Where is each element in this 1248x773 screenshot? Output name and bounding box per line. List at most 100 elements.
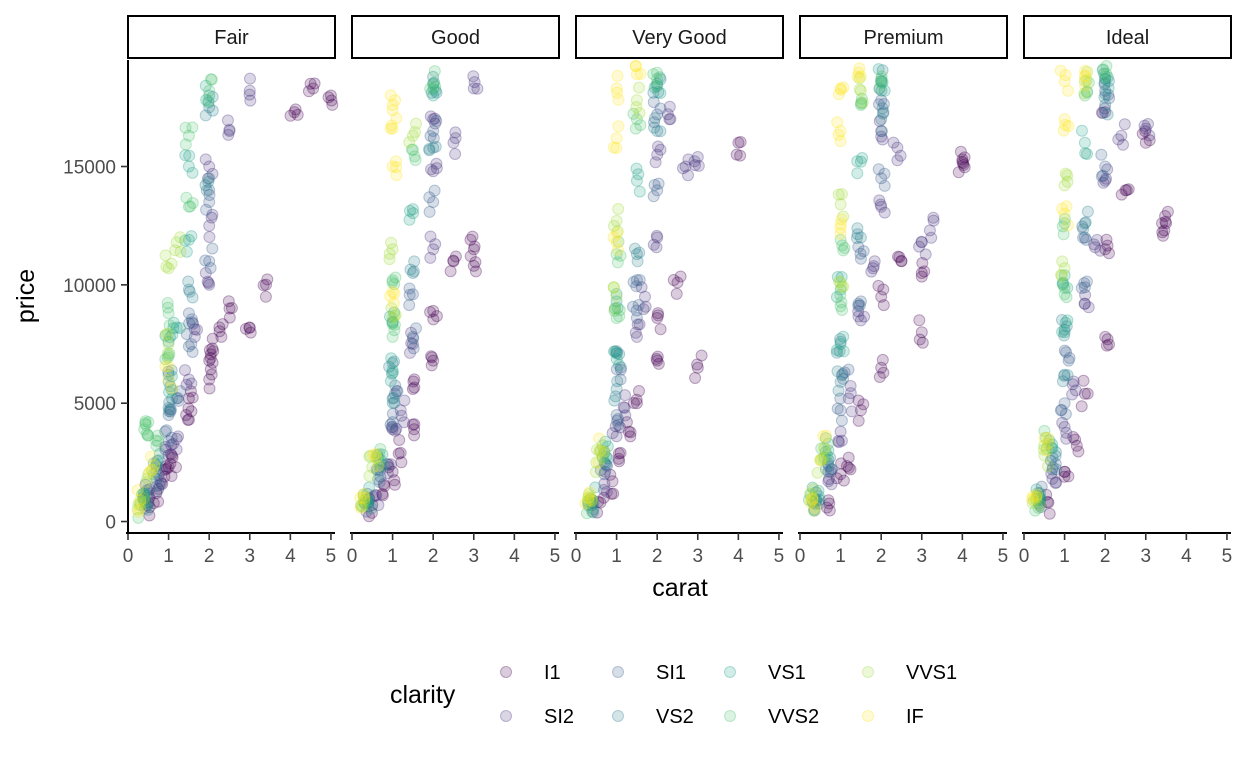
data-point-density <box>587 506 600 519</box>
data-point <box>810 494 823 507</box>
data-point-density <box>385 119 398 132</box>
data-point-density <box>164 457 177 470</box>
data-point-density <box>385 352 398 365</box>
data-point-density <box>398 394 411 407</box>
facet-strip-box <box>351 15 560 59</box>
legend-item-vvs1: VVS1 <box>862 662 957 684</box>
data-point-density <box>915 270 928 283</box>
data-point-density <box>202 96 215 109</box>
data-point-density <box>1081 86 1094 99</box>
data-point-density <box>376 489 389 502</box>
data-point-density <box>807 483 820 496</box>
data-point-density <box>404 263 417 276</box>
data-point-density <box>388 474 401 487</box>
legend-item-vs1: VS1 <box>724 662 806 684</box>
x-axis-title: carat <box>652 574 708 602</box>
data-point <box>203 278 216 291</box>
data-point-density <box>599 435 612 448</box>
data-point <box>203 196 216 208</box>
data-point-density <box>357 488 370 501</box>
data-point-density <box>1067 375 1080 388</box>
facet-strip-fair: Fair <box>127 15 336 59</box>
data-point-density <box>601 452 614 465</box>
data-point-density <box>834 227 847 240</box>
data-point-density <box>1102 82 1115 94</box>
data-point-density <box>386 315 399 328</box>
data-point-density <box>166 392 179 405</box>
data-point-density <box>243 88 256 101</box>
facet-strip-box <box>1023 15 1232 59</box>
data-point-density <box>954 145 967 158</box>
data-point <box>150 458 163 471</box>
data-point-density <box>203 184 216 196</box>
data-point-density <box>1050 463 1063 476</box>
data-point-density <box>322 91 335 104</box>
data-point <box>582 494 595 507</box>
data-point <box>386 122 399 135</box>
data-point-density <box>1095 170 1108 183</box>
data-point-density <box>407 207 420 220</box>
data-point-density <box>387 297 400 310</box>
data-point <box>427 165 440 178</box>
data-point-density <box>202 94 215 107</box>
data-point <box>610 430 623 443</box>
data-point <box>594 496 607 509</box>
data-point-density <box>832 436 845 449</box>
data-point-density <box>824 451 837 464</box>
data-point-density <box>355 499 368 512</box>
data-point-density <box>150 434 162 447</box>
data-point-density <box>1059 316 1072 329</box>
data-point-density <box>370 463 383 476</box>
data-point <box>842 451 855 464</box>
data-point <box>1078 387 1091 400</box>
data-point-density <box>186 391 199 404</box>
data-point-density <box>167 316 180 329</box>
data-point-density <box>363 510 375 523</box>
data-point <box>162 373 175 386</box>
data-point-density <box>165 382 178 395</box>
data-point-density <box>139 502 151 515</box>
data-point-density <box>152 482 165 495</box>
data-point-density <box>139 478 152 491</box>
facet-strip-box <box>127 15 336 59</box>
data-point-density <box>820 501 833 514</box>
data-point-density <box>873 82 886 95</box>
data-point <box>598 446 611 459</box>
x-tick-label: 2 <box>204 546 215 567</box>
data-point-density <box>185 313 198 326</box>
data-point <box>610 295 623 308</box>
data-point-density <box>630 304 643 317</box>
data-point-density <box>804 489 817 502</box>
data-point-density <box>163 403 176 416</box>
data-point-density <box>202 277 215 289</box>
data-point-density <box>876 64 889 77</box>
data-point <box>867 262 880 275</box>
series-vs2 <box>138 64 1115 516</box>
data-point-density <box>692 159 705 172</box>
data-point-density <box>307 82 320 95</box>
data-point <box>875 125 888 137</box>
data-point-density <box>174 231 187 244</box>
data-point-density <box>804 487 817 500</box>
series-si2 <box>139 70 1156 512</box>
data-point-density <box>857 245 870 258</box>
data-point-density <box>835 414 848 427</box>
data-point <box>630 312 643 324</box>
data-point-density <box>817 452 830 465</box>
data-point <box>170 432 183 445</box>
data-point <box>1139 122 1152 135</box>
data-point-density <box>855 97 868 110</box>
data-point-density <box>591 506 604 519</box>
data-point <box>1058 75 1071 88</box>
data-point-density <box>152 454 165 467</box>
data-point-density <box>607 231 620 244</box>
data-point-density <box>1103 92 1116 105</box>
data-point-density <box>151 455 164 467</box>
data-point-density <box>408 423 421 436</box>
data-point-density <box>392 447 405 460</box>
data-point <box>1046 472 1059 485</box>
data-point <box>610 312 623 324</box>
data-point <box>203 89 216 102</box>
data-point-density <box>424 110 437 123</box>
data-point <box>663 113 676 126</box>
